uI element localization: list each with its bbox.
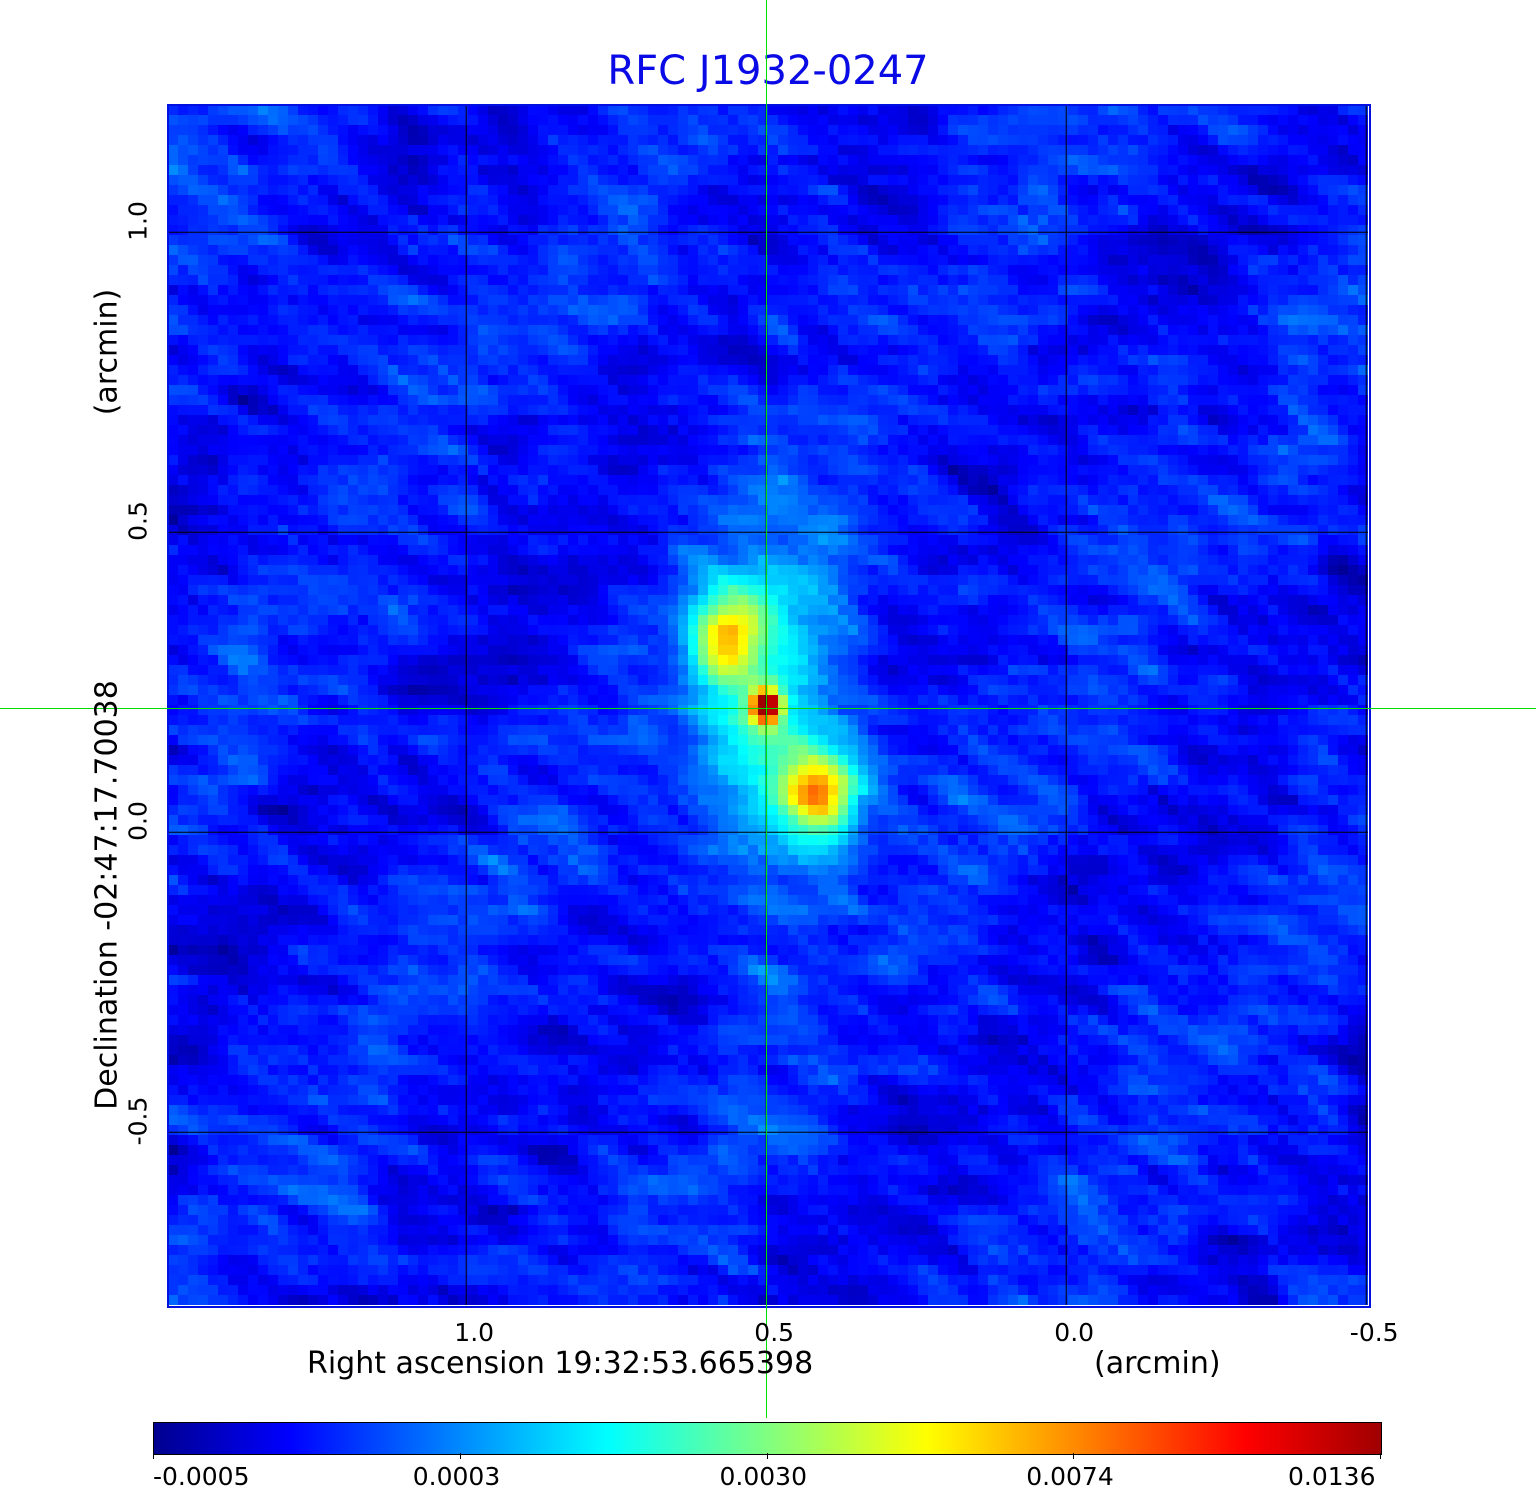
colorbar-tick-label: 0.0136 — [1288, 1462, 1376, 1491]
colorbar-tick — [1380, 1453, 1381, 1459]
colorbar-tick-label: 0.0074 — [1026, 1462, 1114, 1491]
chart-title: RFC J1932-0247 — [607, 48, 929, 94]
x-tick-label: -0.5 — [1349, 1318, 1399, 1347]
colorbar-tick-label: 0.0030 — [719, 1462, 807, 1491]
heatmap-image — [168, 105, 1368, 1305]
crosshair-vertical — [766, 0, 767, 1418]
x-tick-label: 1.0 — [454, 1318, 495, 1347]
crosshair-horizontal — [0, 708, 1536, 709]
colorbar-tick — [766, 1453, 768, 1459]
y-tick-label: 1.0 — [123, 201, 153, 242]
y-axis-label: Declination -02:47:17.70038 — [89, 680, 125, 1110]
x-tick-label: 0.5 — [754, 1318, 795, 1347]
colorbar-tick — [459, 1453, 461, 1459]
colorbar-tick — [153, 1453, 154, 1459]
colorbar — [153, 1422, 1382, 1455]
colorbar-tick-label: 0.0003 — [412, 1462, 501, 1491]
y-tick-label: -0.5 — [123, 1096, 153, 1146]
y-tick-label: 0.0 — [123, 801, 153, 842]
colorbar-tick-label: -0.0005 — [153, 1462, 250, 1491]
x-axis-label: Right ascension 19:32:53.665398 — [307, 1346, 814, 1381]
y-tick-label: 0.5 — [123, 501, 153, 542]
x-axis-unit: (arcmin) — [1094, 1346, 1221, 1381]
y-axis-unit: (arcmin) — [89, 288, 125, 416]
x-tick-label: 0.0 — [1054, 1318, 1095, 1347]
colorbar-tick — [1073, 1453, 1075, 1459]
grid-lines — [168, 105, 1368, 1305]
